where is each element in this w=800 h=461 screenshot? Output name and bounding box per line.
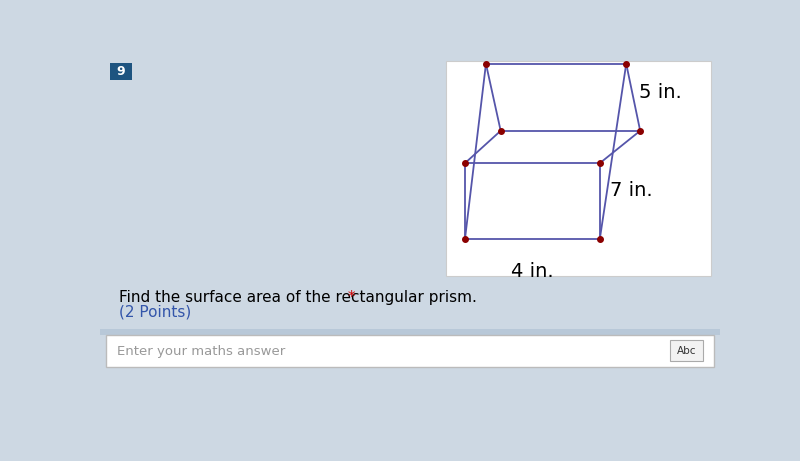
- Text: Find the surface area of the rectangular prism.: Find the surface area of the rectangular…: [119, 290, 478, 305]
- Text: 4 in.: 4 in.: [511, 262, 554, 281]
- FancyBboxPatch shape: [670, 340, 703, 361]
- Text: 5 in.: 5 in.: [639, 83, 682, 102]
- Text: 7 in.: 7 in.: [610, 181, 653, 200]
- Text: Abc: Abc: [677, 346, 697, 355]
- FancyBboxPatch shape: [106, 335, 714, 367]
- FancyBboxPatch shape: [446, 61, 710, 276]
- Text: Enter your maths answer: Enter your maths answer: [117, 344, 286, 357]
- FancyBboxPatch shape: [100, 329, 720, 335]
- Text: (2 Points): (2 Points): [119, 304, 192, 319]
- Text: 9: 9: [117, 65, 126, 78]
- FancyBboxPatch shape: [110, 63, 132, 80]
- Text: *: *: [343, 290, 356, 305]
